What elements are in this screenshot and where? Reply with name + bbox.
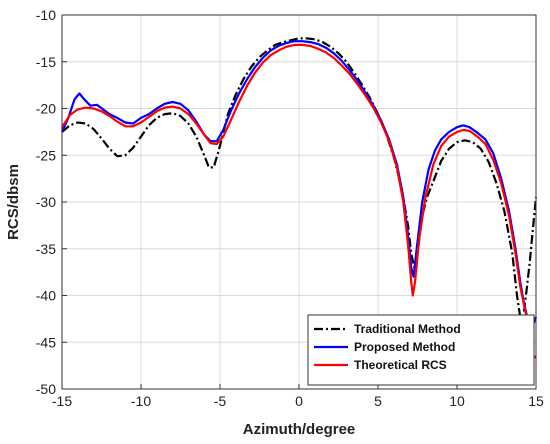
- x-tick-label: -10: [131, 393, 151, 409]
- y-tick-label: -15: [36, 54, 56, 70]
- y-tick-label: -25: [36, 147, 56, 163]
- x-tick-label: -5: [214, 393, 227, 409]
- y-axis-label: RCS/dbsm: [5, 164, 22, 240]
- y-tick-label: -50: [36, 381, 56, 397]
- series-line-proposed-method: [60, 40, 538, 330]
- x-tick-label: 0: [295, 393, 303, 409]
- series-line-theoretical-rcs: [61, 43, 537, 360]
- x-axis-label: Azimuth/degree: [243, 421, 356, 438]
- legend-label: Traditional Method: [354, 322, 461, 336]
- legend-label: Proposed Method: [354, 340, 455, 354]
- x-tick-label: 5: [374, 393, 382, 409]
- x-tick-label: 10: [449, 393, 465, 409]
- y-tick-label: -40: [36, 288, 56, 304]
- x-tick-label: 15: [528, 393, 544, 409]
- y-tick-label: -35: [36, 241, 56, 257]
- series-line-traditional-method: [61, 37, 538, 319]
- y-tick-label: -45: [36, 334, 56, 350]
- ticks: -15 -10 -5 0 5 10 15-10-15-20-25-30-35-40-45-5…: [36, 7, 544, 409]
- y-tick-label: -10: [36, 7, 56, 23]
- legend-label: Theoretical RCS: [354, 358, 447, 372]
- y-tick-label: -30: [36, 194, 56, 210]
- legend: Traditional Method Proposed Method Theoret…: [307, 314, 535, 386]
- y-tick-label: -20: [36, 101, 56, 117]
- x-tick-label: -15: [52, 393, 72, 409]
- series-group: [60, 37, 538, 360]
- legend-box: [307, 314, 535, 386]
